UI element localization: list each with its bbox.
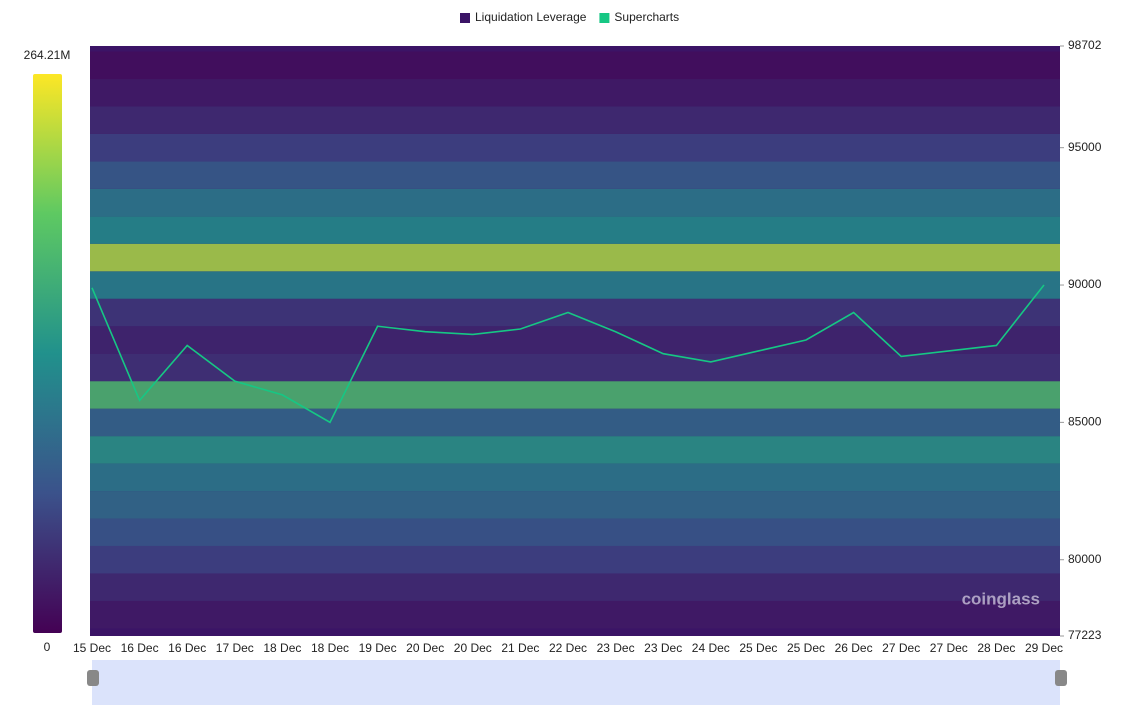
heat-band [90,326,1060,354]
navigator-handle[interactable] [87,670,99,686]
navigator[interactable] [92,660,1060,705]
x-tick-label: 27 Dec [882,641,920,655]
y-tick-label: 77223 [1068,628,1102,642]
heat-band [90,79,1060,107]
heat-band [90,463,1060,492]
x-tick-label: 22 Dec [549,641,587,655]
x-tick-label: 18 Dec [311,641,349,655]
x-tick-label: 15 Dec [73,641,111,655]
y-tick-label: 80000 [1068,552,1102,566]
heat-band [90,573,1060,601]
x-tick-label: 16 Dec [121,641,159,655]
watermark: coinglass [962,589,1040,608]
x-tick-label: 23 Dec [597,641,635,655]
heat-band [90,408,1060,437]
heat-band [90,188,1060,217]
heat-band [90,243,1060,272]
heat-band [90,133,1060,162]
heat-band [90,545,1060,574]
price-line [91,284,1045,424]
x-tick-label: 20 Dec [406,641,444,655]
heat-band [90,51,1060,80]
y-tick-label: 98702 [1068,38,1102,52]
heat-band [90,600,1060,629]
x-tick-label: 29 Dec [1025,641,1063,655]
heat-band [90,271,1060,299]
legend-swatch [460,13,470,23]
heat-band [90,353,1060,382]
heat-band [90,436,1060,464]
heat-band [90,381,1060,409]
x-tick-label: 25 Dec [739,641,777,655]
legend-swatch [599,13,610,23]
x-tick-label: 20 Dec [454,641,492,655]
y-tick-label: 85000 [1068,415,1102,429]
x-tick-label: 16 Dec [168,641,206,655]
legend-label[interactable]: Supercharts [614,10,679,24]
x-tick-label: 18 Dec [263,641,301,655]
colorbar-label: 0 [44,640,51,654]
x-tick-label: 19 Dec [359,641,397,655]
heat-band [90,491,1060,519]
heat-band [90,298,1060,327]
x-tick-label: 28 Dec [977,641,1015,655]
colorbar-label: 264.21M [24,48,71,62]
heat-band [90,518,1060,546]
heat-band [90,216,1060,244]
heat-band [90,106,1060,134]
heat-band [90,161,1060,189]
x-tick-label: 25 Dec [787,641,825,655]
y-tick-label: 95000 [1068,140,1102,154]
x-tick-label: 17 Dec [216,641,254,655]
x-tick-label: 26 Dec [835,641,873,655]
navigator-handle[interactable] [1055,670,1067,686]
x-tick-label: 23 Dec [644,641,682,655]
color-bar [33,74,62,633]
y-tick-label: 90000 [1068,277,1102,291]
x-tick-label: 21 Dec [501,641,539,655]
legend-label[interactable]: Liquidation Leverage [475,10,587,24]
x-tick-label: 27 Dec [930,641,968,655]
x-tick-label: 24 Dec [692,641,730,655]
